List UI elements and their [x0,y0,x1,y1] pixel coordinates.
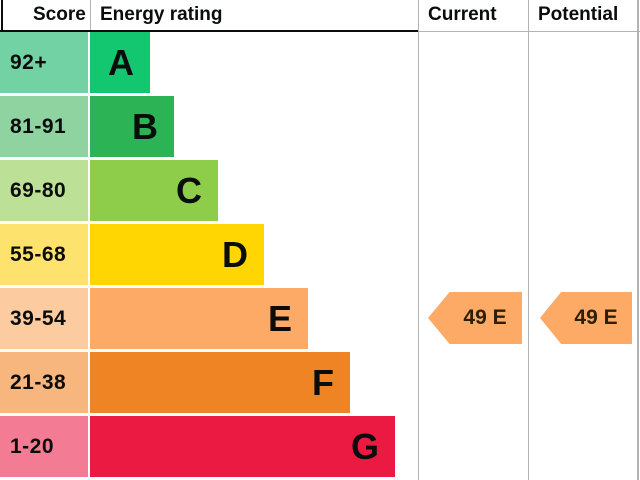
score-cell: 1-20 [0,416,88,477]
band-row-b: 81-91 B [0,96,174,157]
band-bar-g: G [90,416,395,477]
score-cell: 21-38 [0,352,88,413]
band-letter: B [132,105,158,147]
score-range-label: 55-68 [10,242,67,266]
score-cell: 39-54 [0,288,88,349]
band-row-e: 39-54 E [0,288,308,349]
header-energy-rating: Energy rating [100,4,223,25]
band-letter: C [176,169,202,211]
band-row-a: 92+ A [0,32,150,93]
band-bar-e: E [90,288,308,349]
score-column-divider [90,0,91,30]
current-rating-arrow: 49 E [428,292,522,344]
header-underline-right [418,31,640,32]
band-letter: F [312,361,334,403]
band-row-c: 69-80 C [0,160,218,221]
band-bar-a: A [90,32,150,93]
header-score: Score [33,4,86,25]
score-range-label: 92+ [10,50,48,74]
score-range-label: 21-38 [10,370,67,394]
score-range-label: 1-20 [10,434,55,458]
band-bar-b: B [90,96,174,157]
band-row-d: 55-68 D [0,224,264,285]
band-letter: E [267,297,292,339]
band-row-f: 21-38 F [0,352,350,413]
score-cell: 69-80 [0,160,88,221]
header-underline [0,30,418,32]
header-left-border [1,0,3,30]
score-cell: 55-68 [0,224,88,285]
potential-rating-arrow: 49 E [540,292,632,344]
band-bar-f: F [90,352,350,413]
score-range-label: 81-91 [10,114,67,138]
band-letter: A [108,41,134,83]
score-range-label: 69-80 [10,178,67,202]
right-border-divider [637,0,639,480]
band-letter: G [350,425,379,467]
score-range-label: 39-54 [10,306,67,330]
band-bar-c: C [90,160,218,221]
current-column-divider [418,0,419,480]
band-bar-d: D [90,224,264,285]
potential-rating-value: 49 E [574,306,618,329]
header-potential: Potential [538,4,619,25]
header-current: Current [428,4,497,25]
current-rating-value: 49 E [463,306,507,329]
band-letter: D [222,233,248,275]
score-cell: 81-91 [0,96,88,157]
band-row-g: 1-20 G [0,416,395,477]
score-cell: 92+ [0,32,88,93]
potential-column-divider [528,0,529,480]
